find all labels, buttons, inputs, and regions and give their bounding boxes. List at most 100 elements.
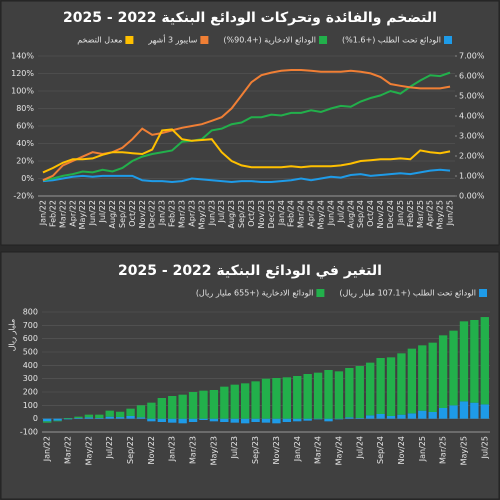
x-tick-label: Sep/24	[376, 436, 385, 464]
bar	[282, 418, 292, 422]
y-tick-label: 800	[23, 308, 38, 317]
y-tick-label: 600	[23, 334, 38, 343]
x-tick-label: May/22	[84, 436, 93, 465]
bar	[95, 418, 104, 419]
bar	[376, 358, 385, 414]
bar	[74, 416, 83, 418]
line-series	[42, 168, 451, 184]
y2-tick-label: 5.00%	[459, 92, 485, 101]
y2-tick-label: 6.00%	[459, 72, 485, 81]
bar	[126, 416, 135, 419]
x-tick-label: Sep/23	[237, 200, 246, 228]
x-tick-label: Nov/24	[376, 200, 385, 229]
bar	[470, 320, 479, 403]
y-tick-label: 40%	[16, 139, 34, 148]
x-tick-label: Dec/24	[386, 200, 395, 228]
x-tick-label: Mar/25	[416, 200, 425, 228]
bar	[397, 353, 406, 415]
bar	[293, 418, 302, 422]
x-tick-label: Jan/25	[396, 200, 405, 226]
bar	[199, 390, 208, 419]
x-tick-label: Jan/24	[277, 200, 286, 226]
bar	[480, 404, 489, 419]
y-tick-label: 80%	[16, 104, 34, 113]
chart-title: التضخم والفائدة وتحركات الودائع البنكية …	[63, 10, 437, 26]
x-tick-label: Aug/22	[108, 200, 117, 229]
x-tick-label: May/23	[209, 436, 218, 465]
y-tick-label: 700	[23, 321, 38, 330]
y-tick-label: 500	[23, 348, 38, 357]
bar	[366, 362, 375, 416]
x-tick-label: Jun/23	[207, 200, 216, 226]
bar	[428, 412, 437, 419]
bar	[136, 417, 146, 419]
legend-swatch	[125, 36, 134, 44]
bar	[303, 418, 312, 421]
bar	[230, 418, 239, 423]
y-tick-label: 20%	[16, 157, 34, 166]
y-tick-label: 100%	[11, 87, 34, 96]
x-tick-label: Jan/24	[293, 436, 302, 462]
bar	[240, 383, 250, 419]
x-tick-label: Jan/22	[43, 436, 52, 462]
y2-tick-label: 3.00%	[459, 132, 485, 141]
y2-tick-label: 7.00%	[459, 52, 485, 61]
x-tick-label: Sep/22	[126, 436, 135, 464]
bar	[220, 386, 229, 419]
x-tick-label: Oct/23	[247, 200, 256, 227]
bar	[459, 401, 469, 419]
y-tick-label: 100	[23, 401, 38, 410]
y-tick-label: 60%	[16, 122, 34, 131]
y2-tick-label: 0.00%	[459, 192, 485, 201]
bar	[147, 402, 156, 419]
y2-tick-label: 2.00%	[459, 152, 485, 161]
x-tick-label: Dec/22	[148, 200, 157, 228]
x-tick-label: Apr/23	[187, 200, 196, 227]
x-tick-label: Feb/23	[168, 200, 177, 227]
bar	[397, 414, 406, 419]
x-tick-label: Jul/23	[230, 436, 239, 460]
legend-label: الودائع الادخارية (+90.4%)	[223, 36, 316, 45]
bar	[449, 330, 458, 406]
y-tick-label: 140%	[11, 52, 34, 61]
bar	[157, 398, 166, 419]
legend-label: معدل التضخم	[77, 36, 122, 45]
x-tick-label: Sep/22	[118, 200, 127, 228]
x-tick-label: Jan/25	[418, 436, 427, 462]
x-tick-label: Sep/23	[251, 436, 260, 464]
bar	[53, 420, 62, 422]
x-tick-label: May/24	[334, 436, 343, 465]
bar	[251, 418, 260, 422]
bar	[438, 335, 448, 408]
bar	[313, 372, 323, 419]
bar	[115, 417, 125, 419]
x-tick-label: Jun/24	[326, 200, 335, 226]
bar	[418, 410, 427, 419]
bar	[324, 418, 333, 422]
x-tick-label: Mar/23	[189, 436, 198, 464]
bar	[84, 417, 94, 419]
bar	[386, 416, 396, 419]
x-tick-label: Feb/24	[287, 200, 296, 227]
bar	[199, 418, 208, 420]
x-tick-label: May/23	[197, 200, 206, 229]
bar	[157, 418, 166, 422]
line-series	[42, 71, 451, 182]
bar	[334, 418, 344, 420]
bar	[261, 418, 271, 423]
bar	[251, 381, 260, 419]
y2-tick-label: 4.00%	[459, 112, 485, 121]
bar	[63, 418, 73, 419]
x-tick-label: May/22	[78, 200, 87, 229]
legend-label: الودائع تحت الطلب (+107.1 مليار ريال)	[339, 289, 476, 298]
bar	[355, 366, 364, 418]
bar	[345, 368, 354, 418]
x-tick-label: Mar/22	[58, 200, 67, 228]
x-tick-label: May/25	[436, 200, 445, 229]
x-tick-label: Aug/23	[227, 200, 236, 229]
x-tick-label: Jun/22	[88, 200, 97, 226]
y-tick-label: 400	[23, 361, 38, 370]
legend-swatch	[479, 289, 487, 297]
bar	[428, 342, 437, 412]
